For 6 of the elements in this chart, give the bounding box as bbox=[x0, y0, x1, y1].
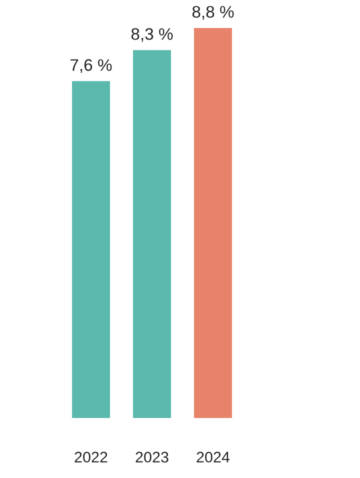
x-tick-label: 2023 bbox=[136, 452, 168, 463]
x-tick-label: 2024 bbox=[196, 452, 230, 463]
data-label: 7,6 % bbox=[70, 59, 112, 73]
data-label: 8,8 % bbox=[192, 6, 234, 20]
data-label: 8,3 % bbox=[131, 28, 173, 42]
x-tick-label: 2022 bbox=[74, 452, 108, 463]
